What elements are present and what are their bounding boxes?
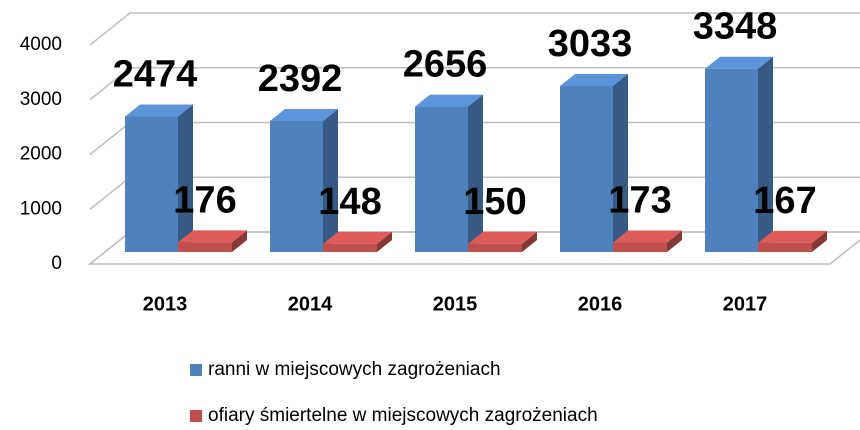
data-label: 2656 <box>403 44 488 86</box>
bar-face <box>178 104 193 253</box>
bar-face <box>560 85 613 252</box>
bar-face <box>232 230 247 252</box>
legend-swatch <box>190 410 202 422</box>
bar-face <box>468 94 483 252</box>
data-label: 2474 <box>113 54 198 96</box>
bar-face <box>270 109 338 122</box>
bar-face <box>323 231 392 244</box>
grid-line <box>89 12 860 46</box>
bar <box>560 73 628 252</box>
bar-face <box>468 231 537 244</box>
data-label: 150 <box>463 181 526 223</box>
y-tick-label: 0 <box>51 253 62 274</box>
bar-face <box>178 230 247 243</box>
legend-swatch <box>190 364 202 376</box>
x-tick-label: 2013 <box>143 293 188 315</box>
bar-face <box>323 243 377 252</box>
data-label: 173 <box>608 180 671 222</box>
bar-face <box>613 73 628 252</box>
bar <box>613 230 682 252</box>
bar-face <box>705 56 773 69</box>
x-tick-label: 2014 <box>288 293 333 315</box>
bar <box>415 94 483 252</box>
bar-face <box>415 106 468 252</box>
bar-face <box>323 109 338 253</box>
y-tick-label: 3000 <box>20 89 62 110</box>
bar-face <box>522 231 537 252</box>
bar <box>468 231 537 252</box>
data-label: 3348 <box>693 6 778 48</box>
bar-face <box>560 73 628 86</box>
bar-face <box>125 104 193 117</box>
bar-face <box>705 68 758 253</box>
bar-face <box>758 242 812 252</box>
bar <box>270 109 338 253</box>
bar <box>705 56 773 253</box>
y-tick-label: 2000 <box>20 144 62 165</box>
bar <box>758 230 827 252</box>
x-tick-label: 2017 <box>723 293 768 315</box>
data-label: 167 <box>753 180 816 222</box>
data-label: 176 <box>173 179 236 221</box>
data-label: 2392 <box>258 58 343 100</box>
data-label: 148 <box>318 181 381 223</box>
bar-face <box>758 56 773 253</box>
y-tick-label: 4000 <box>20 34 62 55</box>
bar-face <box>613 230 682 243</box>
bar-face <box>758 230 827 243</box>
bar-face <box>178 242 232 252</box>
y-tick-label: 1000 <box>20 198 62 219</box>
x-tick-label: 2016 <box>578 293 623 315</box>
bar <box>323 231 392 252</box>
bar-face <box>377 231 392 252</box>
bar-face <box>812 230 827 252</box>
bar-face <box>468 243 522 252</box>
bar-face <box>667 230 682 252</box>
x-tick-label: 2015 <box>433 293 478 315</box>
legend-label: ofiary śmiertelne w miejscowych zagrożen… <box>208 405 598 426</box>
bar-face <box>415 94 483 107</box>
legend-label: ranni w miejscowych zagrożeniach <box>208 359 501 380</box>
data-label: 3033 <box>548 23 633 65</box>
bar-face <box>613 242 667 252</box>
bar-face <box>125 116 178 253</box>
bar <box>178 230 247 252</box>
bar-face <box>270 121 323 253</box>
bar <box>125 104 193 253</box>
grid-line <box>89 67 860 101</box>
